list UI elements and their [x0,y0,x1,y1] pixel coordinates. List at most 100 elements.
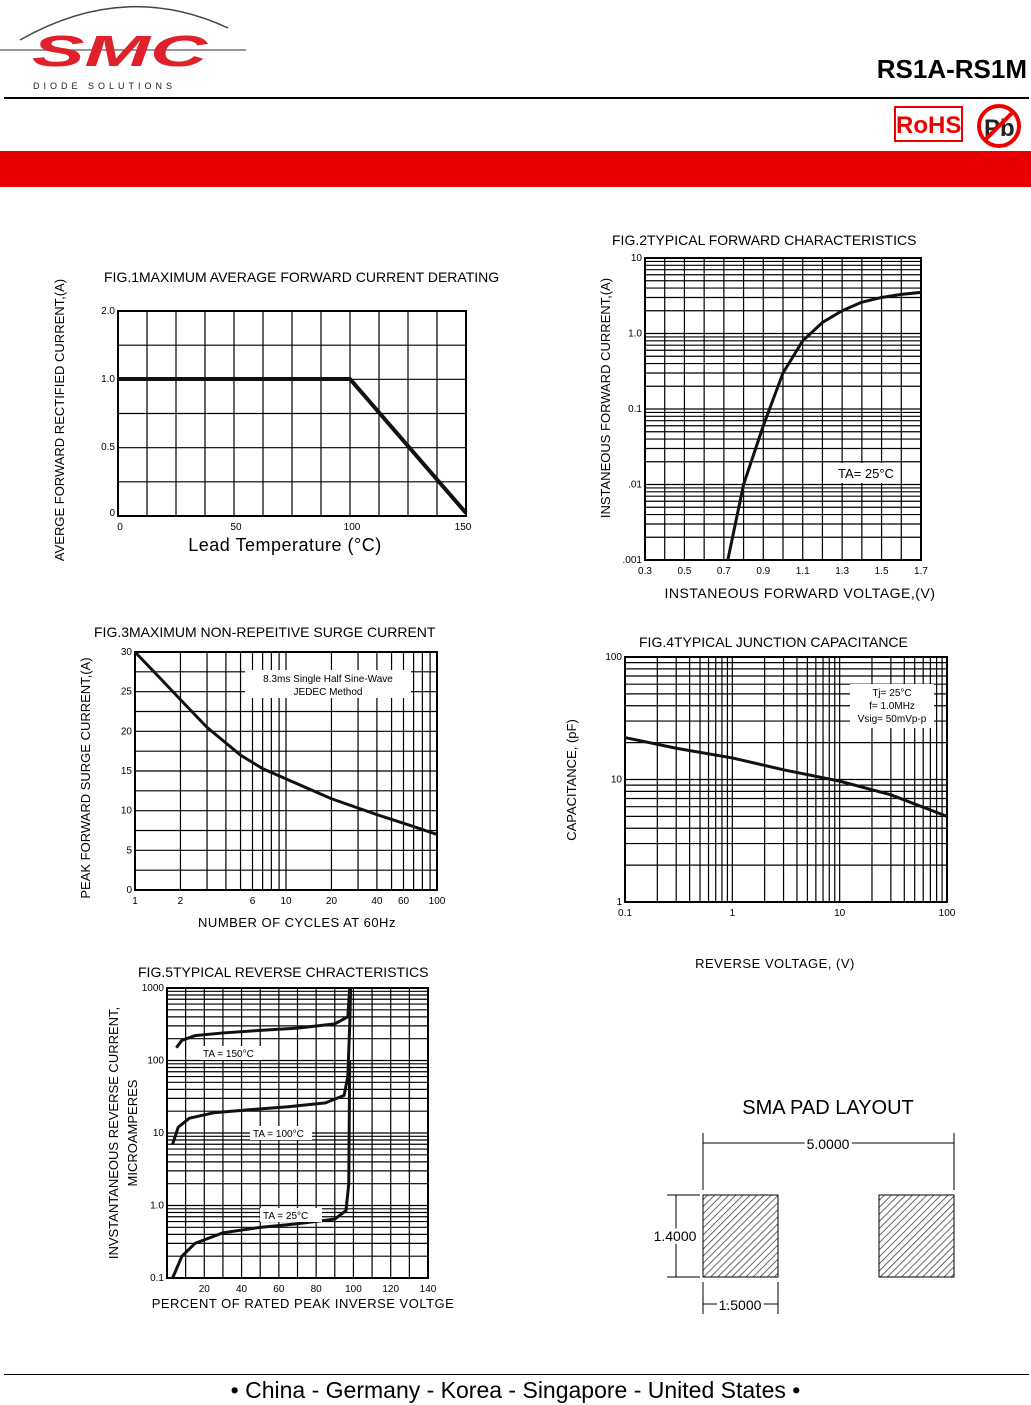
y-tick-label: .001 [623,555,643,566]
logo-text: SMC [32,27,209,76]
height-dimension: 1.4000 [654,1228,697,1244]
chart-annotation: Tj= 25°C f= 1.0MHz Vsig= 50mVp-p [850,684,934,728]
fig1-chart: 0 50 100 150 0 0.5 1.0 2.0 FIG.1MAXIMUM AVERAGE … [52,269,499,561]
series-line-2 [171,1060,352,1279]
x-tick-label: 100 [429,896,446,907]
x-tick-label: 20 [199,1284,211,1295]
header-divider [4,97,1029,99]
x-tick-label: 1.7 [914,566,928,577]
y-axis-label: PEAK FORWARD SURGE CURRENT,(A) [78,657,93,898]
series-name: TA = 100°C [253,1129,304,1140]
x-tick-label: 6 [250,896,256,907]
series-line-0 [175,987,352,1049]
chart-title: FIG.5TYPICAL REVERSE CHRACTERISTICS [138,964,428,980]
plot-frame [166,987,429,1279]
y-tick-label: 25 [121,687,133,698]
annotation-text: f= 1.0MHz [869,701,915,712]
y-tick-label: 0 [126,885,132,896]
y-tick-label: 10 [121,806,133,817]
x-tick-label: 0.9 [756,566,770,577]
plot-frame [644,257,922,561]
pad-right [878,1194,955,1278]
red-banner [0,151,1031,187]
y-tick-label: 1.0 [101,374,115,385]
rohs-badge: RoHS [894,106,963,142]
chart-annotation: TA= 25°C [833,463,899,483]
chart-title: FIG.2TYPICAL FORWARD CHARACTERISTICS [612,232,916,248]
annotation-text: 8.3ms Single Half Sine-Wave [263,674,393,685]
pb-free-icon: Pb [977,104,1021,148]
x-tick-label: 80 [311,1284,323,1295]
x-tick-label: 50 [230,522,242,533]
x-tick-label: 40 [236,1284,248,1295]
y-tick-label: .01 [628,480,642,491]
annotation-text: Vsig= 50mVp-p [858,714,927,725]
series-line-1 [171,987,353,1145]
x-axis-label: NUMBER OF CYCLES AT 60Hz [198,915,396,930]
annotation-text: Tj= 25°C [872,688,911,699]
x-tick-label: 0.3 [638,566,652,577]
sma-pad-layout: SMA PAD LAYOUT 5.0000 1.4000 1.5000 [651,1097,955,1316]
x-tick-label: 10 [280,896,292,907]
annotation-text: TA= 25°C [838,466,894,481]
y-tick-label: 30 [121,647,133,658]
x-tick-label: 10 [834,908,846,919]
y-tick-label: 10 [611,775,623,786]
x-tick-label: 0.5 [677,566,691,577]
y-axis-label: CAPACITANCE, (pF) [564,719,579,841]
series-label: TA = 100°C [250,1126,312,1140]
x-tick-label: 0.1 [618,908,632,919]
footer-locations: • China - Germany - Korea - Singapore - … [230,1377,801,1403]
x-tick-label: 140 [420,1284,437,1295]
x-tick-label: 100 [344,522,361,533]
y-tick-label: 20 [121,726,133,737]
y-tick-label: 10 [153,1128,165,1139]
x-tick-label: 1 [730,908,736,919]
pad-width-dimension: 1.5000 [719,1297,762,1313]
smc-logo: SMC DIODE SOLUTIONS [0,5,246,91]
series-line-0 [624,736,948,818]
y-tick-label: 100 [605,652,622,663]
pad-layout-title: SMA PAD LAYOUT [742,1097,914,1119]
x-tick-label: 1 [132,896,138,907]
plot-frame [624,656,948,903]
fig2-chart: TA= 25°C 0.3 0.5 0.7 0.9 1.1 1.3 1.5 1.7 .001 .01 0… [598,232,935,601]
series-name: TA = 150°C [203,1049,254,1060]
x-tick-label: 120 [382,1284,399,1295]
y-tick-label: 10 [631,253,643,264]
series-line-0 [726,290,922,561]
y-tick-label: 1.0 [628,329,642,340]
x-tick-label: 1.3 [835,566,849,577]
y-axis-label: MICROAMPERES [125,1079,140,1186]
y-tick-label: 0 [109,508,115,519]
grid [644,257,922,561]
logo-subtext: DIODE SOLUTIONS [33,81,176,91]
fig3-chart: 8.3ms Single Half Sine-Wave JEDEC Method 1… [78,624,446,930]
pad-left [702,1194,779,1278]
x-tick-label: 1.5 [875,566,889,577]
y-tick-label: 0.1 [150,1273,164,1284]
x-tick-label: 100 [939,908,956,919]
y-tick-label: 0.1 [628,404,642,415]
plot-frame [117,310,467,517]
chart-annotation: 8.3ms Single Half Sine-Wave JEDEC Method [245,670,411,698]
x-axis-label: INSTANEOUS FORWARD VOLTAGE,(V) [665,585,936,601]
width-dimension: 5.0000 [807,1136,850,1152]
y-axis-label: INVSTANTANEOUS REVERSE CURRENT, [106,1007,121,1259]
x-tick-label: 60 [273,1284,285,1295]
y-tick-label: 1000 [142,983,165,994]
series-label: TA = 25°C [260,1208,322,1222]
x-axis-label: REVERSE VOLTAGE, (V) [695,956,855,971]
part-number: RS1A-RS1M [876,54,1027,84]
chart-title: FIG.1MAXIMUM AVERAGE FORWARD CURRENT DER… [104,269,499,285]
y-tick-label: 1.0 [150,1201,164,1212]
y-axis-label: INSTANEOUS FORWARD CURRENT,(A) [598,278,613,518]
x-tick-label: 0.7 [717,566,731,577]
fig5-chart: TA = 150°CTA = 100°CTA = 25°C20 40 60 80 100… [106,964,454,1311]
series-line-0 [133,650,438,836]
x-axis-label: PERCENT OF RATED PEAK INVERSE VOLTGE [152,1296,455,1311]
footer-divider [4,1374,1029,1375]
series-label: TA = 150°C [200,1046,262,1060]
x-tick-label: 150 [455,522,472,533]
